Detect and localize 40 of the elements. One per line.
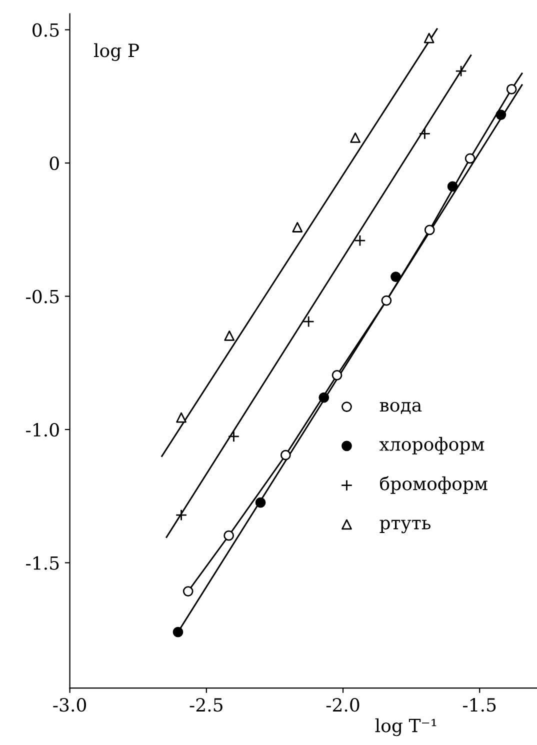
- point: [354, 234, 366, 246]
- legend-label: вода: [380, 402, 422, 414]
- legend-label: бромоформ: [380, 476, 488, 494]
- point: [464, 153, 476, 164]
- y-tick-label: -1.0: [26, 422, 59, 437]
- point: [496, 110, 506, 120]
- y-tick-label: -1.5: [26, 556, 59, 570]
- point: [224, 530, 234, 541]
- x-axis-title: log T⁻¹: [375, 718, 436, 736]
- point: [172, 626, 184, 638]
- point: [455, 65, 467, 77]
- point: [381, 295, 392, 306]
- point: [418, 128, 431, 140]
- point: [175, 509, 188, 521]
- y-axis-title: log P: [94, 43, 139, 61]
- point: [176, 412, 186, 423]
- x-tick-label: -1.5: [463, 698, 496, 712]
- point: [390, 272, 401, 282]
- point: [350, 132, 361, 143]
- x-tick-label: -3.0: [53, 698, 86, 712]
- point: [447, 181, 458, 192]
- y-tick-label: 0: [50, 156, 59, 170]
- point: [224, 330, 235, 341]
- y-tick-label: 0.5: [32, 23, 59, 37]
- point: [228, 430, 240, 442]
- legend-label: хлороформ: [379, 436, 484, 454]
- point: [302, 316, 314, 328]
- x-tick-label: -2.0: [326, 698, 360, 712]
- point: [280, 450, 291, 460]
- y-tick-label: -0.5: [26, 290, 59, 304]
- point: [424, 32, 434, 44]
- point: [182, 586, 194, 596]
- legend-label: ртуть: [380, 520, 430, 534]
- point: [424, 224, 435, 236]
- point: [255, 497, 266, 508]
- x-tick-label: -2.5: [190, 698, 222, 712]
- point: [506, 84, 517, 94]
- point: [292, 222, 303, 232]
- point: [332, 370, 342, 380]
- point: [318, 392, 330, 403]
